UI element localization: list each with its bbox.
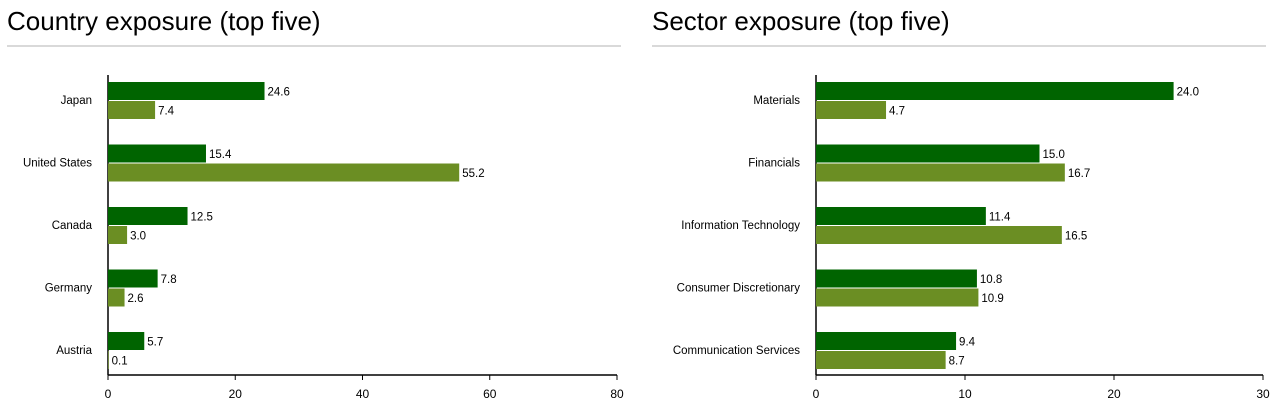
sector-category-label: Consumer Discretionary — [677, 283, 801, 295]
bar-value-label: 16.7 — [1068, 168, 1090, 180]
bar-series-2 — [816, 101, 887, 119]
bar-value-label: 3.0 — [130, 231, 146, 243]
bar-value-label: 16.5 — [1065, 231, 1087, 243]
bar-series-1 — [816, 207, 986, 225]
bar-series-2 — [108, 288, 125, 307]
country-category-label: Japan — [61, 95, 92, 107]
x-tick-label: 0 — [105, 387, 112, 401]
bar-value-label: 10.8 — [980, 274, 1002, 286]
bar-value-label: 8.7 — [949, 356, 965, 368]
bar-value-label: 55.2 — [462, 168, 484, 180]
bar-series-2 — [816, 288, 979, 307]
bar-series-1 — [108, 144, 206, 163]
bar-value-label: 15.4 — [209, 149, 232, 161]
bar-series-2 — [816, 163, 1065, 182]
bar-value-label: 12.5 — [191, 212, 213, 224]
bar-series-1 — [816, 269, 977, 288]
x-tick-label: 80 — [610, 387, 624, 401]
country-category-label: United States — [23, 158, 92, 170]
bar-series-2 — [108, 351, 109, 369]
bar-value-label: 10.9 — [981, 293, 1003, 305]
x-tick-label: 20 — [229, 387, 243, 401]
x-tick-label: 10 — [958, 387, 972, 401]
sector-category-label: Communication Services — [673, 345, 800, 357]
sector-category-label: Materials — [753, 95, 800, 107]
bar-series-1 — [108, 207, 188, 225]
sector-exposure-panel: Sector exposure (top five) 0 10 20 30 Materi… — [645, 0, 1282, 420]
sector-category-label: Information Technology — [681, 220, 800, 232]
title-divider — [652, 45, 1266, 47]
country-category-label: Austria — [56, 345, 92, 357]
bar-series-1 — [108, 332, 145, 350]
bar-value-label: 24.6 — [268, 87, 290, 99]
x-tick-label: 40 — [356, 387, 370, 401]
country-exposure-panel: Country exposure (top five) 0 20 40 60 80 Jap… — [0, 0, 640, 420]
sector-category-label: Financials — [748, 158, 800, 170]
country-category-label: Canada — [52, 220, 93, 232]
bar-series-1 — [816, 144, 1040, 163]
country-chart-title: Country exposure (top five) — [7, 6, 321, 36]
bar-series-1 — [108, 269, 158, 288]
bar-value-label: 11.4 — [989, 212, 1011, 224]
bar-series-2 — [108, 226, 128, 244]
x-tick-label: 0 — [813, 387, 820, 401]
bar-series-2 — [816, 226, 1062, 244]
x-tick-label: 60 — [483, 387, 497, 401]
title-divider — [7, 45, 621, 47]
bar-value-label: 7.4 — [158, 106, 175, 118]
bar-series-2 — [108, 163, 460, 182]
bar-value-label: 0.1 — [112, 356, 128, 368]
sector-chart-title: Sector exposure (top five) — [652, 6, 950, 36]
bar-value-label: 15.0 — [1043, 149, 1065, 161]
bar-value-label: 9.4 — [959, 337, 976, 349]
bar-value-label: 4.7 — [889, 106, 905, 118]
bar-series-1 — [816, 332, 957, 350]
bar-value-label: 5.7 — [147, 337, 163, 349]
bar-series-1 — [816, 82, 1174, 100]
sector-exposure-chart: 0 10 20 30Materials24.04.7Financials15.016.… — [673, 75, 1270, 401]
bar-value-label: 24.0 — [1177, 87, 1199, 99]
x-tick-label: 20 — [1107, 387, 1121, 401]
country-category-label: Germany — [45, 283, 93, 295]
bar-series-2 — [816, 351, 946, 369]
bar-value-label: 2.6 — [128, 293, 144, 305]
country-exposure-chart: 0 20 40 60 80 Japan 24.6 7.4 United States 15.4 55… — [23, 75, 624, 401]
bar-series-2 — [108, 101, 156, 119]
bar-value-label: 7.8 — [161, 274, 177, 286]
bar-series-1 — [108, 82, 265, 100]
x-tick-label: 30 — [1256, 387, 1270, 401]
